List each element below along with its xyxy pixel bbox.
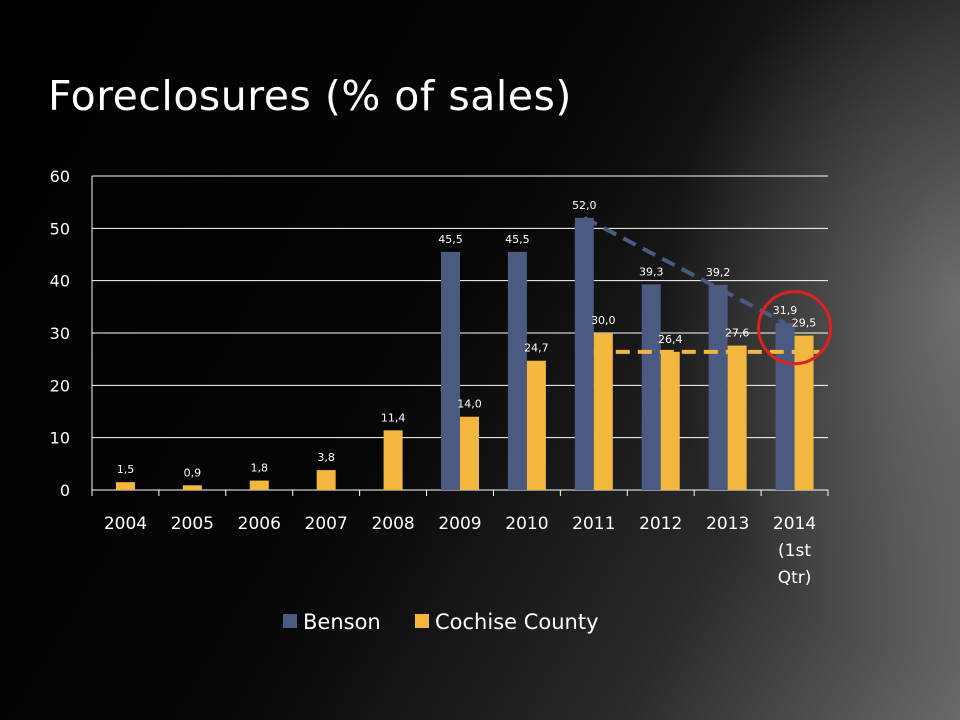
data-label-cochise-county: 1,5: [117, 463, 135, 476]
x-tick-label: 2008: [371, 514, 414, 534]
data-label-cochise-county: 26,4: [658, 333, 683, 346]
highlight-circle: [757, 290, 833, 366]
bar-benson: [441, 251, 460, 490]
x-tick-label: 2005: [171, 514, 214, 534]
data-label-cochise-county: 3,8: [317, 451, 335, 464]
data-label-benson: 45,5: [438, 233, 463, 246]
data-label-cochise-county: 24,7: [524, 342, 549, 355]
y-tick-label: 50: [50, 219, 70, 238]
bar-cochise-county: [460, 416, 479, 490]
bar-cochise-county: [794, 335, 814, 490]
data-label-cochise-county: 29,5: [792, 317, 817, 330]
data-label-cochise-county: 1,8: [251, 462, 269, 475]
x-tick-label: (1st: [778, 541, 811, 561]
slide-title: Foreclosures (% of sales): [48, 72, 572, 120]
y-tick-label: 30: [50, 324, 70, 343]
trend-line-benson: [583, 216, 786, 325]
bar-benson: [574, 217, 594, 490]
bar-cochise-county: [249, 480, 269, 490]
legend-swatch-cochise-county: [415, 614, 429, 628]
data-label-benson: 52,0: [572, 199, 597, 212]
data-label-benson: 39,3: [639, 265, 664, 278]
data-label-benson: 39,2: [706, 266, 731, 279]
bar-cochise-county: [383, 430, 403, 490]
bar-benson: [507, 251, 527, 490]
data-label-cochise-county: 27,6: [725, 327, 750, 340]
x-tick-label: 2012: [639, 514, 682, 534]
y-tick-label: 60: [50, 167, 70, 186]
x-tick-label: Qtr): [778, 568, 812, 588]
legend-swatch-benson: [283, 614, 297, 628]
y-tick-label: 10: [50, 429, 70, 448]
y-tick-label: 40: [50, 272, 70, 291]
data-label-cochise-county: 14,0: [457, 398, 482, 411]
x-tick-label: 2009: [438, 514, 481, 534]
bar-benson: [775, 323, 795, 490]
x-tick-label: 2011: [572, 514, 615, 534]
legend-label-cochise-county: Cochise County: [435, 610, 599, 634]
bar-cochise-county: [727, 345, 747, 490]
x-tick-label: 2010: [505, 514, 548, 534]
data-label-benson: 31,9: [773, 304, 798, 317]
bar-cochise-county: [115, 482, 135, 490]
x-tick-label: 2013: [706, 514, 749, 534]
data-label-cochise-county: 30,0: [591, 314, 616, 327]
x-tick-label: 2014: [773, 514, 816, 534]
bar-cochise-county: [526, 360, 546, 490]
bar-cochise-county: [316, 470, 336, 490]
bar-cochise-county: [593, 333, 613, 490]
bar-benson: [641, 284, 661, 490]
x-tick-label: 2007: [305, 514, 348, 534]
x-tick-label: 2004: [104, 514, 147, 534]
bar-benson: [708, 284, 728, 490]
x-tick-label: 2006: [238, 514, 281, 534]
bar-cochise-county: [660, 351, 680, 490]
data-label-cochise-county: 11,4: [381, 411, 406, 424]
y-tick-label: 0: [60, 481, 70, 500]
bar-cochise-county: [182, 485, 202, 490]
legend-label-benson: Benson: [303, 610, 381, 634]
data-label-benson: 45,5: [505, 233, 530, 246]
data-label-cochise-county: 0,9: [184, 466, 202, 479]
y-tick-label: 20: [50, 376, 70, 395]
